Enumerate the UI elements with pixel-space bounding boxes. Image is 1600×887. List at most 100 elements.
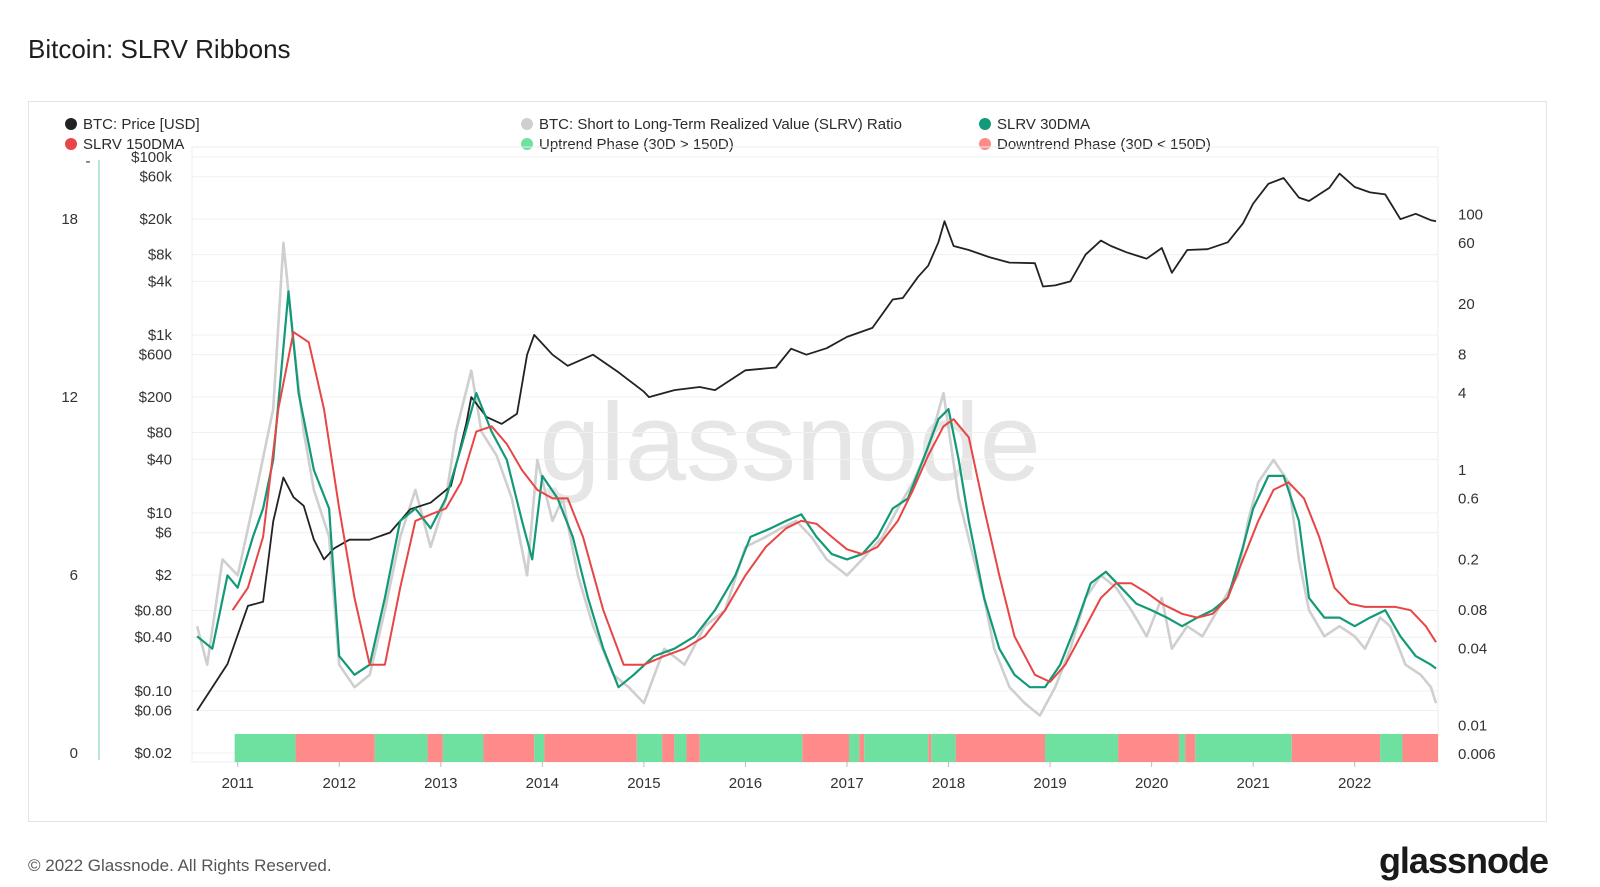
phase-band-up — [534, 734, 545, 762]
phase-band-up — [1380, 734, 1403, 762]
left-top-label: - — [86, 153, 91, 170]
phase-band-up — [234, 734, 296, 762]
phase-band-down — [1291, 734, 1381, 762]
legend-label: BTC: Price [USD] — [83, 116, 200, 133]
phase-band-down — [928, 734, 932, 762]
phase-band-up — [1045, 734, 1119, 762]
legend-item-slrv-30dma[interactable]: SLRV 30DMA — [979, 116, 1090, 133]
chart-panel: BTC: Price [USD] BTC: Short to Long-Term… — [28, 101, 1547, 822]
legend-dot — [979, 118, 991, 130]
phase-band-up — [849, 734, 860, 762]
legend-dot — [521, 118, 533, 130]
slrv-tick-label: 0.6 — [1458, 490, 1479, 507]
price-tick-label: $0.80 — [134, 602, 172, 619]
legend-label: Uptrend Phase (30D > 150D) — [539, 136, 734, 153]
watermark: glassnode — [539, 381, 1041, 504]
left-tick-label: 12 — [61, 389, 78, 406]
phase-band-down — [1402, 734, 1438, 762]
price-tick-label: $10 — [147, 505, 172, 522]
slrv-30dma-line — [196, 290, 1437, 689]
phase-band-down — [295, 734, 375, 762]
price-tick-label: $80 — [147, 425, 172, 442]
phase-band-down — [802, 734, 850, 762]
slrv-tick-label: 20 — [1458, 296, 1475, 313]
slrv-tick-label: 0.006 — [1458, 746, 1496, 763]
slrv-tick-label: 8 — [1458, 347, 1466, 364]
slrv-tick-label: 0.01 — [1458, 718, 1487, 735]
phase-band-down — [427, 734, 443, 762]
slrv-tick-label: 0.2 — [1458, 551, 1479, 568]
series-group — [195, 172, 1438, 717]
price-tick-label: $6 — [155, 525, 172, 542]
x-tick-label: 2022 — [1338, 775, 1371, 792]
left-tick-label: 0 — [70, 745, 78, 762]
price-tick-label: $0.06 — [134, 703, 172, 720]
price-tick-label: $0.02 — [134, 745, 172, 762]
price-tick-label: $20k — [139, 211, 172, 228]
legend-item-slrv-150dma[interactable]: SLRV 150DMA — [65, 136, 184, 153]
phase-band-up — [636, 734, 663, 762]
slrv-tick-label: 0.04 — [1458, 641, 1487, 658]
slrv-tick-label: 100 — [1458, 206, 1483, 223]
price-tick-label: $40 — [147, 451, 172, 468]
slrv-tick-label: 0.08 — [1458, 602, 1487, 619]
x-tick-label: 2020 — [1135, 775, 1168, 792]
legend-item-price[interactable]: BTC: Price [USD] — [65, 116, 200, 133]
price-tick-label: $200 — [139, 389, 172, 406]
legend-label: SLRV 30DMA — [997, 116, 1091, 133]
phase-band-up — [931, 734, 956, 762]
slrv-tick-label: 60 — [1458, 235, 1475, 252]
price-tick-label: $60k — [139, 169, 172, 186]
brand-logo[interactable]: glassnode — [1378, 840, 1549, 881]
phase-band-up — [864, 734, 929, 762]
phase-band-up — [1195, 734, 1292, 762]
axes: 2011 2012 2013 2014 2015 2016 2017 2018 2019 2020… — [61, 149, 1495, 792]
x-tick-label: 2016 — [729, 775, 762, 792]
legend-label: SLRV 150DMA — [83, 136, 185, 153]
phase-band-down — [483, 734, 535, 762]
phase-band-down — [1185, 734, 1196, 762]
phase-band-down — [544, 734, 637, 762]
phase-band-down — [955, 734, 1046, 762]
slrv-150dma-line — [231, 331, 1437, 683]
phase-band-down — [859, 734, 865, 762]
chart-title: Bitcoin: SLRV Ribbons — [28, 34, 291, 64]
phase-band-down — [1118, 734, 1180, 762]
copyright: © 2022 Glassnode. All Rights Reserved. — [28, 856, 332, 875]
x-tick-label: 2012 — [323, 775, 356, 792]
slrv-tick-label: 4 — [1458, 385, 1466, 402]
phase-bands — [234, 734, 1438, 762]
phase-band-up — [674, 734, 687, 762]
price-tick-label: $1k — [148, 327, 173, 344]
legend-item-slrv[interactable]: BTC: Short to Long-Term Realized Value (… — [521, 116, 902, 133]
price-tick-label: $0.40 — [134, 629, 172, 646]
price-tick-label: $600 — [139, 347, 172, 364]
price-tick-label: $8k — [148, 247, 173, 264]
x-tick-label: 2013 — [424, 775, 457, 792]
phase-band-up — [374, 734, 428, 762]
x-tick-label: 2015 — [627, 775, 660, 792]
legend-label: BTC: Short to Long-Term Realized Value (… — [539, 116, 902, 133]
phase-band-up — [442, 734, 484, 762]
phase-band-up — [699, 734, 803, 762]
phase-band-down — [686, 734, 700, 762]
legend-dot — [65, 138, 77, 150]
price-line — [196, 172, 1437, 712]
price-tick-label: $4k — [148, 273, 173, 290]
x-tick-label: 2019 — [1033, 775, 1066, 792]
price-tick-label: $100k — [131, 149, 172, 166]
left-tick-label: 18 — [61, 211, 78, 228]
slrv-tick-label: 1 — [1458, 462, 1466, 479]
price-tick-label: $2 — [155, 567, 172, 584]
x-tick-label: 2011 — [222, 775, 254, 792]
x-tick-label: 2014 — [526, 775, 559, 792]
legend-label: Downtrend Phase (30D < 150D) — [997, 136, 1211, 153]
x-tick-label: 2018 — [932, 775, 965, 792]
slrv-ratio-line — [195, 241, 1438, 717]
left-tick-label: 6 — [70, 567, 78, 584]
price-tick-label: $0.10 — [134, 683, 172, 700]
phase-band-up — [1179, 734, 1186, 762]
x-tick-label: 2021 — [1236, 775, 1269, 792]
phase-band-down — [662, 734, 675, 762]
